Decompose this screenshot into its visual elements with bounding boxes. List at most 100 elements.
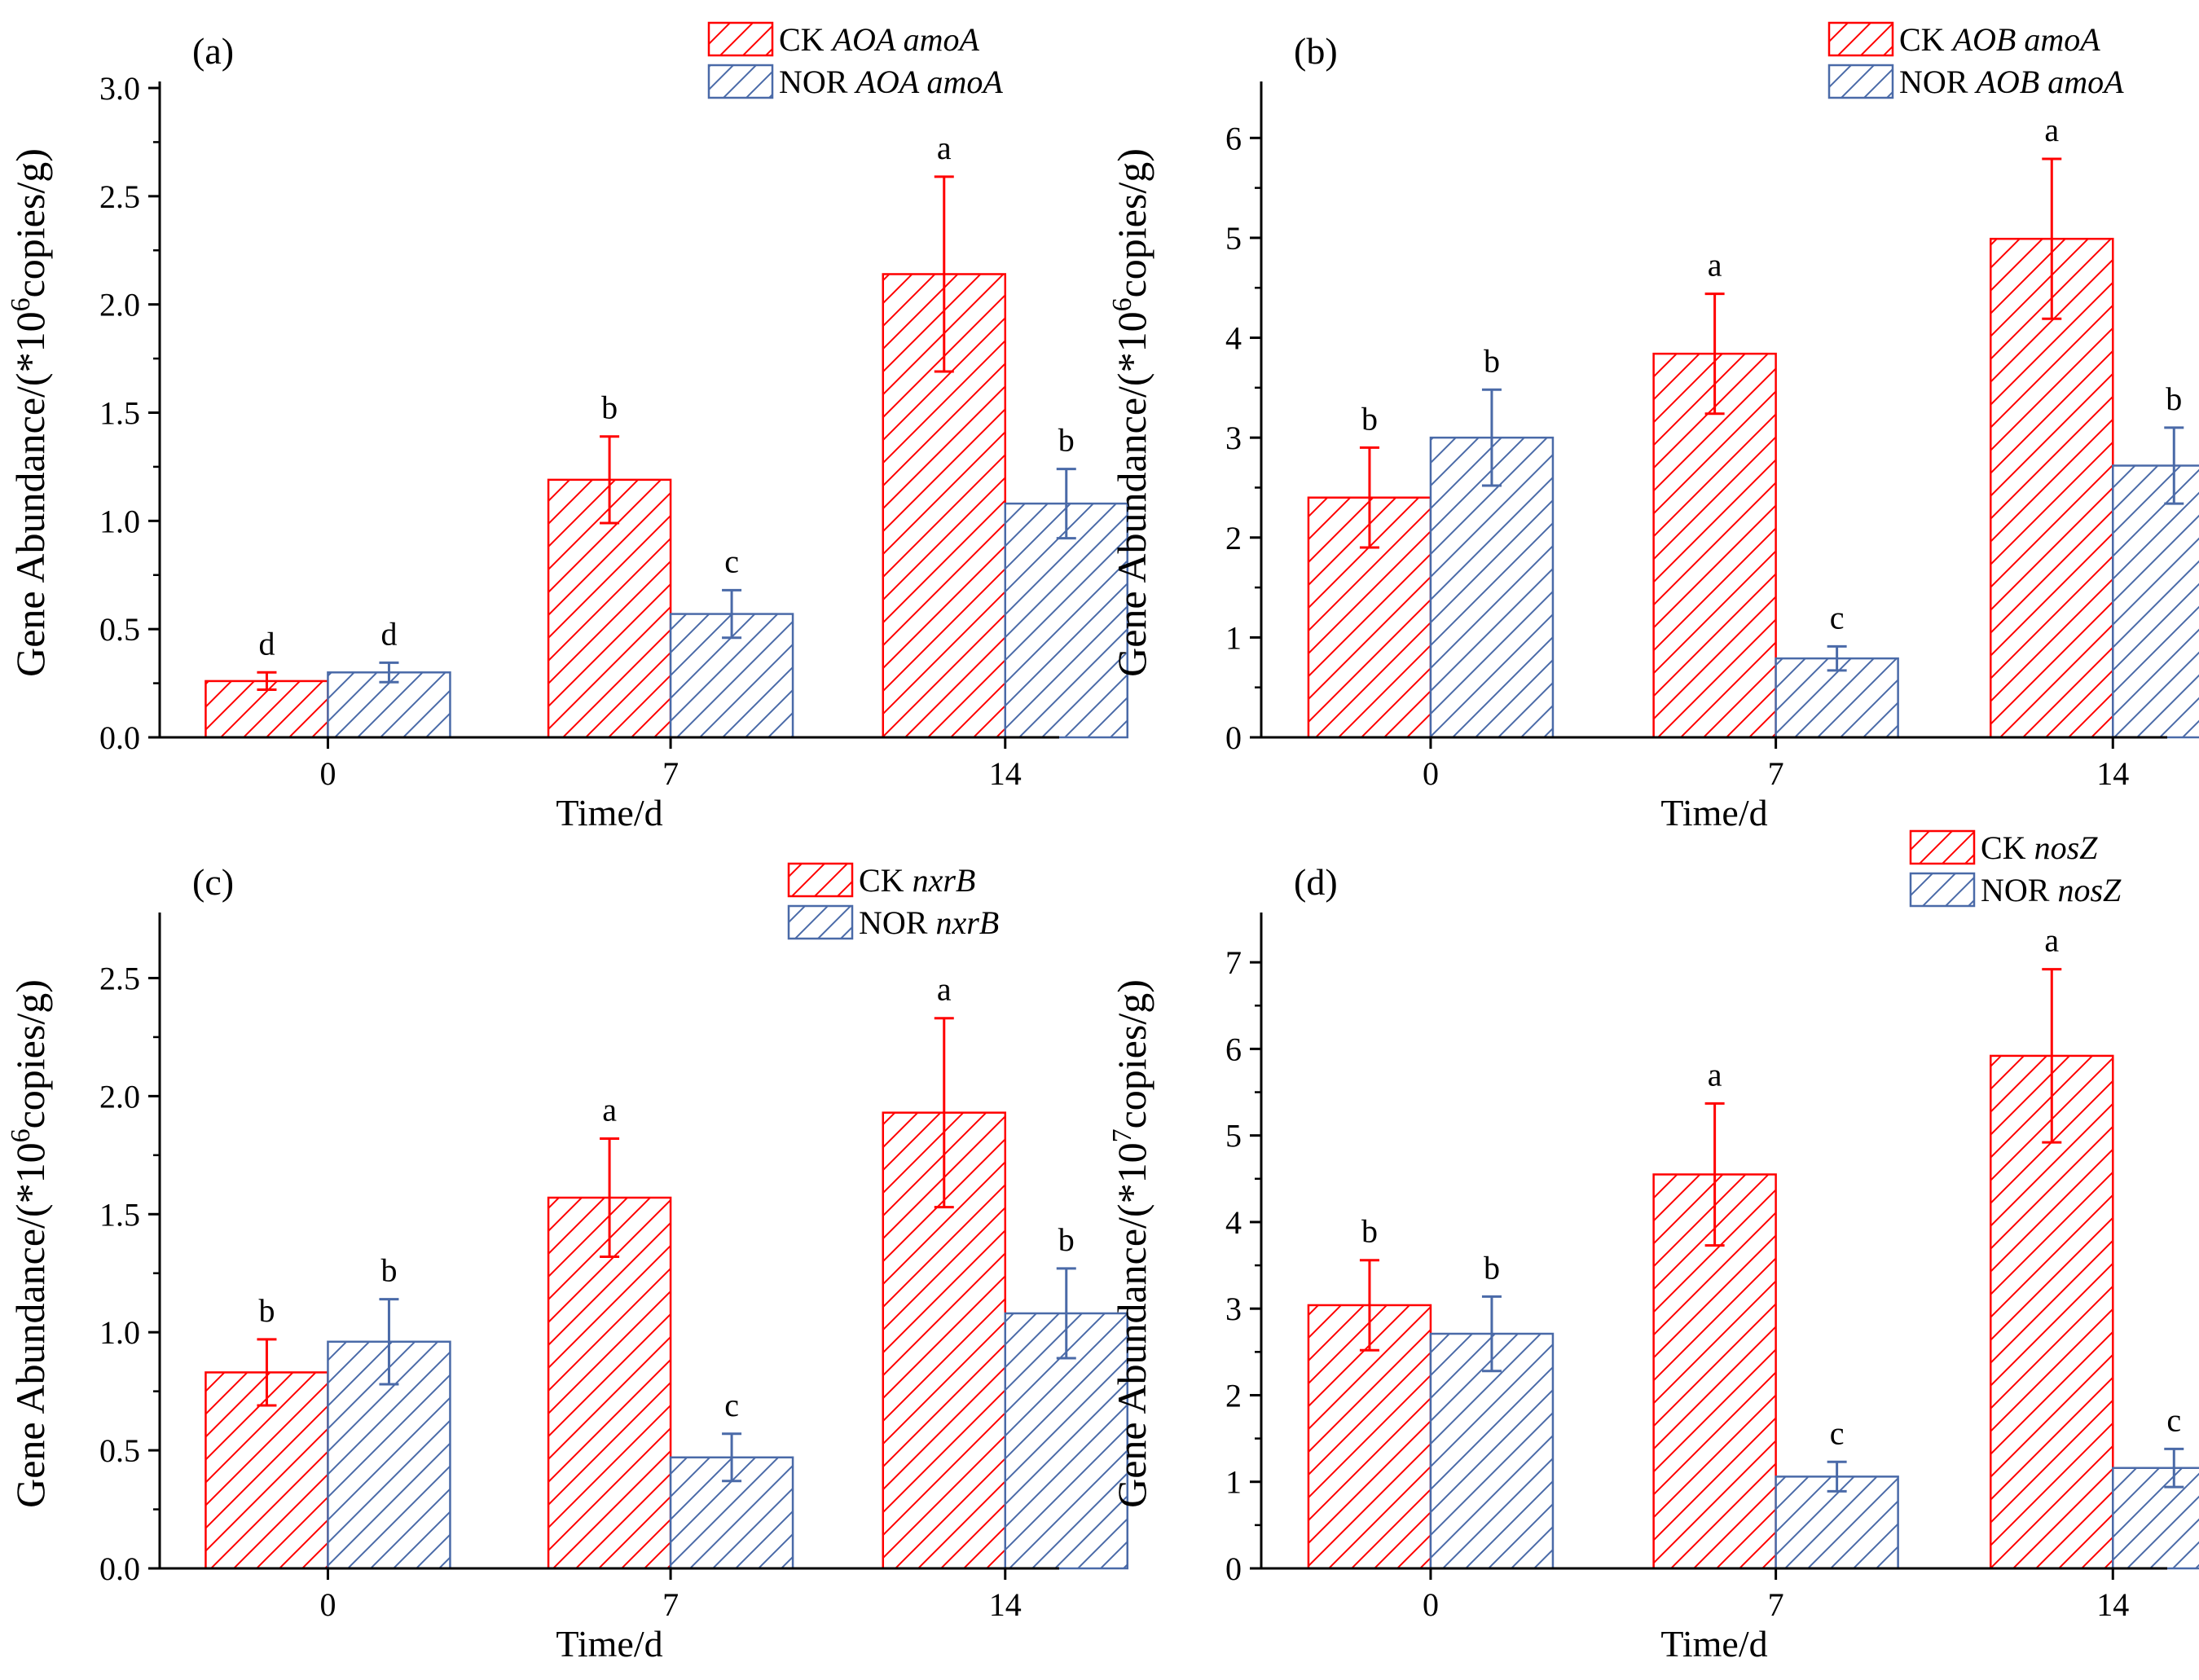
bar: [2112, 464, 2199, 739]
y-tick-label: 4: [1225, 320, 1242, 357]
x-axis-label: Time/d: [556, 1623, 662, 1665]
legend-label: CK AOB amoA: [1899, 21, 2100, 58]
legend-swatch: [1909, 872, 1976, 908]
y-tick-label: 3: [1225, 1291, 1242, 1327]
significance-letter: a: [602, 1092, 617, 1128]
x-tick-label: 0: [1423, 1586, 1439, 1623]
significance-letter: c: [2166, 1401, 2181, 1438]
y-tick-label: 1.0: [99, 503, 140, 539]
legend-label: CK nxrB: [859, 862, 975, 899]
x-tick-label: 7: [662, 755, 679, 792]
y-tick-label: 2.0: [99, 287, 140, 323]
significance-letter: b: [1058, 1221, 1075, 1258]
x-tick-label: 0: [1423, 755, 1439, 792]
y-tick-label: 1: [1225, 1464, 1242, 1501]
y-tick-label: 0.0: [99, 1550, 140, 1587]
x-axis-label: Time/d: [556, 792, 662, 833]
significance-letter: d: [380, 615, 397, 652]
x-tick-label: 14: [2096, 1586, 2129, 1623]
legend-swatch: [787, 904, 854, 940]
significance-letter: b: [380, 1252, 397, 1289]
legend-swatch: [1827, 64, 1894, 99]
y-axis-label: Gene Abundance/(*106copies/g): [1107, 148, 1155, 677]
bar: [1990, 237, 2114, 739]
y-tick-label: 0.0: [99, 719, 140, 756]
y-tick-label: 1.0: [99, 1314, 140, 1351]
significance-letter: b: [1361, 400, 1378, 437]
y-tick-label: 2.0: [99, 1078, 140, 1115]
significance-letter: a: [1708, 1056, 1722, 1093]
x-tick-label: 0: [319, 755, 336, 792]
legend-label: CK nosZ: [1981, 829, 2098, 866]
bar: [1429, 1332, 1555, 1570]
y-tick-label: 0.5: [99, 1432, 140, 1469]
panel-label: (b): [1294, 30, 1338, 72]
legend-label: NOR AOA amoA: [779, 64, 1003, 100]
x-tick-label: 14: [2096, 755, 2129, 792]
y-tick-label: 1.5: [99, 1196, 140, 1233]
x-axis-label: Time/d: [1660, 792, 1767, 833]
x-tick-label: 14: [989, 755, 1022, 792]
legend-swatch: [1827, 21, 1894, 57]
y-tick-label: 0.5: [99, 611, 140, 648]
significance-letter: b: [1361, 1213, 1378, 1250]
y-axis-label: Gene Abundance/(*106copies/g): [6, 979, 54, 1508]
significance-letter: a: [1708, 247, 1722, 284]
significance-letter: b: [601, 389, 618, 426]
chart-panel: b a a b c b 0 1 2 3 4 5 6 0 7 14 Time/d Gene Abundance/(*…: [1107, 21, 2199, 833]
y-tick-label: 4: [1225, 1204, 1242, 1241]
significance-letter: a: [2044, 922, 2059, 959]
significance-letter: c: [1830, 599, 1845, 635]
significance-letter: b: [2166, 380, 2182, 417]
y-tick-label: 3: [1225, 420, 1242, 456]
y-tick-label: 1: [1225, 619, 1242, 656]
chart-panel: b a a b c b 0.0 0.5 1.0 1.5 2.0 2.5 0 7 14 Time/d Gene A…: [6, 861, 1129, 1665]
y-axis-label: Gene Abundance/(*107copies/g): [1107, 979, 1155, 1508]
legend-swatch: [1909, 829, 1976, 865]
significance-letter: a: [937, 971, 952, 1008]
chart-panel: d b a d c b 0.0 0.5 1.0 1.5 2.0 2.5 3.0 0 7 14 Time/d Gen…: [6, 21, 1129, 833]
y-tick-label: 3.0: [99, 70, 140, 107]
bar: [1004, 502, 1129, 739]
y-tick-label: 5: [1225, 1118, 1242, 1154]
significance-letter: b: [1484, 342, 1500, 379]
legend-label: NOR nosZ: [1981, 872, 2122, 908]
x-axis-label: Time/d: [1660, 1623, 1767, 1665]
significance-letter: a: [2044, 112, 2059, 148]
panel-label: (d): [1294, 861, 1338, 903]
panel-label: (c): [192, 861, 234, 903]
significance-letter: b: [1058, 422, 1075, 459]
significance-letter: a: [937, 130, 952, 166]
y-tick-label: 0: [1225, 719, 1242, 756]
chart-panel: b a a b c c 0 1 2 3 4 5 6 7 0 7 14 Time/d Gene Abundance/(…: [1107, 829, 2199, 1665]
legend-label: NOR nxrB: [859, 904, 999, 941]
y-tick-label: 7: [1225, 944, 1242, 981]
y-axis-label: Gene Abundance/(*106copies/g): [6, 148, 54, 677]
y-tick-label: 2.5: [99, 960, 140, 996]
y-tick-label: 6: [1225, 120, 1242, 156]
x-tick-label: 7: [662, 1586, 679, 1623]
y-tick-label: 2: [1225, 520, 1242, 556]
significance-letter: b: [1484, 1249, 1500, 1286]
x-tick-label: 0: [319, 1586, 336, 1623]
bar: [547, 1196, 672, 1570]
legend-swatch: [707, 21, 774, 57]
y-tick-label: 5: [1225, 220, 1242, 257]
bar: [1429, 436, 1555, 739]
panel-label: (a): [192, 30, 234, 72]
bar: [2112, 1467, 2199, 1570]
y-tick-label: 0: [1225, 1550, 1242, 1587]
significance-letter: c: [724, 543, 739, 579]
y-tick-label: 1.5: [99, 395, 140, 432]
legend-label: CK AOA amoA: [779, 21, 979, 58]
x-tick-label: 7: [1768, 755, 1784, 792]
significance-letter: c: [724, 1387, 739, 1423]
significance-letter: b: [258, 1292, 275, 1329]
x-tick-label: 14: [989, 1586, 1022, 1623]
y-tick-label: 6: [1225, 1031, 1242, 1067]
x-tick-label: 7: [1768, 1586, 1784, 1623]
significance-letter: d: [258, 625, 275, 662]
significance-letter: c: [1830, 1414, 1845, 1451]
legend-label: NOR AOB amoA: [1899, 64, 2124, 100]
